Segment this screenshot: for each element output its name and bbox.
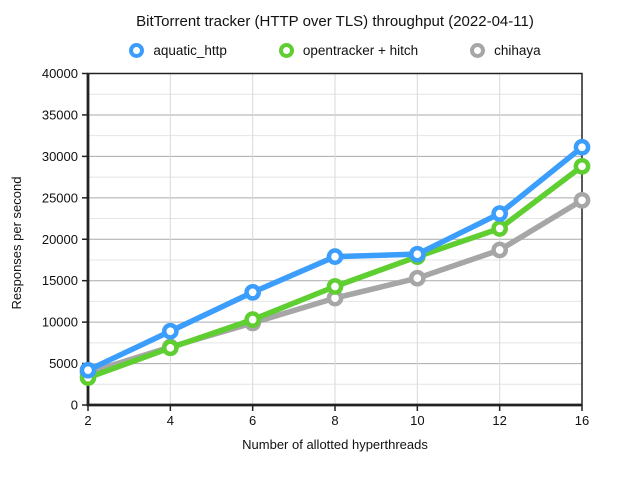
- legend-item-aquatic-http: aquatic_http: [129, 43, 227, 58]
- y-tick-label: 5000: [49, 356, 78, 371]
- y-tick-label: 35000: [42, 107, 78, 122]
- y-tick-label: 10000: [42, 315, 78, 330]
- data-point-opentracker + hitch-x16: [573, 157, 591, 175]
- legend-marker-opentracker-hitch-icon: [278, 43, 294, 58]
- data-point-chihaya-x16: [573, 191, 591, 209]
- legend-label-opentracker-hitch: opentracker + hitch: [302, 43, 419, 58]
- x-tick-label: 4: [167, 413, 174, 428]
- data-point-aquatic_http-x10: [408, 245, 426, 263]
- y-tick-label: 25000: [42, 190, 78, 205]
- y-tick-label: 15000: [42, 273, 78, 288]
- data-point-chihaya-x12: [491, 241, 509, 259]
- x-tick-label: 12: [492, 413, 506, 428]
- data-point-aquatic_http-x6: [244, 283, 262, 301]
- y-tick-label: 30000: [42, 149, 78, 164]
- x-tick-label: 8: [331, 413, 338, 428]
- legend-marker-aquatic-http-icon: [129, 43, 145, 58]
- legend-label-aquatic-http: aquatic_http: [153, 43, 227, 58]
- data-point-opentracker + hitch-x12: [491, 220, 509, 237]
- data-point-opentracker + hitch-x4: [161, 339, 179, 357]
- legend-item-chihaya: chihaya: [470, 43, 541, 58]
- x-axis-title: Number of allotted hyperthreads: [242, 437, 428, 452]
- x-tick-label: 10: [410, 413, 424, 428]
- x-tick-label: 2: [84, 413, 91, 428]
- chart-title: BitTorrent tracker (HTTP over TLS) throu…: [136, 13, 534, 30]
- data-point-opentracker + hitch-x8: [326, 278, 344, 295]
- y-tick-label: 40000: [42, 66, 78, 81]
- y-axis-title: Responses per second: [9, 176, 24, 310]
- data-point-chihaya-x10: [408, 269, 426, 287]
- y-tick-label: 20000: [42, 232, 78, 247]
- y-tick-label: 0: [71, 398, 78, 413]
- legend-marker-chihaya-icon: [470, 43, 486, 58]
- data-point-aquatic_http-x4: [161, 322, 179, 340]
- legend-item-opentracker-hitch: opentracker + hitch: [278, 43, 419, 58]
- x-tick-label: 6: [249, 413, 256, 428]
- legend-label-chihaya: chihaya: [494, 43, 541, 58]
- data-point-opentracker + hitch-x6: [244, 311, 262, 328]
- data-point-aquatic_http-x2: [79, 361, 97, 379]
- chart-legend: aquatic_http opentracker + hitch chihaya: [46, 43, 624, 58]
- data-point-aquatic_http-x8: [326, 248, 344, 266]
- x-tick-label: 16: [575, 413, 589, 428]
- data-point-aquatic_http-x16: [573, 138, 591, 156]
- data-point-aquatic_http-x12: [491, 205, 509, 222]
